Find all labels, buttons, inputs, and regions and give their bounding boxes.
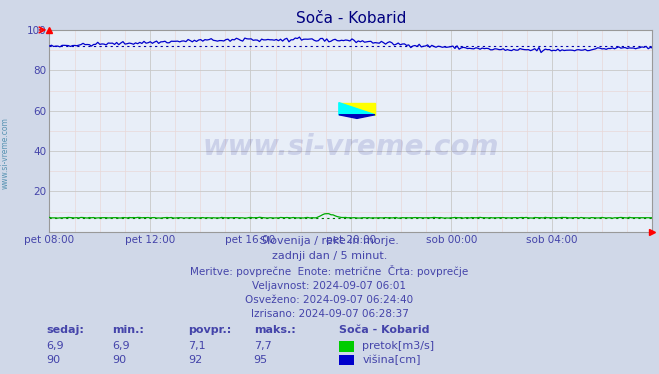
- Text: 90: 90: [112, 355, 126, 365]
- Text: povpr.:: povpr.:: [188, 325, 231, 335]
- Text: www.si-vreme.com: www.si-vreme.com: [1, 117, 10, 189]
- Text: sedaj:: sedaj:: [46, 325, 84, 335]
- Polygon shape: [339, 102, 375, 115]
- Text: Slovenija / reke in morje.: Slovenija / reke in morje.: [260, 236, 399, 246]
- Text: Izrisano: 2024-09-07 06:28:37: Izrisano: 2024-09-07 06:28:37: [250, 309, 409, 319]
- Text: pretok[m3/s]: pretok[m3/s]: [362, 341, 434, 351]
- Text: 7,1: 7,1: [188, 341, 206, 351]
- Text: višina[cm]: višina[cm]: [362, 355, 421, 365]
- Text: Osveženo: 2024-09-07 06:24:40: Osveženo: 2024-09-07 06:24:40: [245, 295, 414, 305]
- Text: Veljavnost: 2024-09-07 06:01: Veljavnost: 2024-09-07 06:01: [252, 281, 407, 291]
- Text: min.:: min.:: [112, 325, 144, 335]
- Text: Soča - Kobarid: Soča - Kobarid: [339, 325, 430, 335]
- Polygon shape: [339, 115, 375, 119]
- Text: www.si-vreme.com: www.si-vreme.com: [203, 133, 499, 161]
- Polygon shape: [339, 102, 375, 115]
- Text: Meritve: povprečne  Enote: metrične  Črta: povprečje: Meritve: povprečne Enote: metrične Črta:…: [190, 265, 469, 277]
- Text: 6,9: 6,9: [46, 341, 64, 351]
- Text: 7,7: 7,7: [254, 341, 272, 351]
- Text: zadnji dan / 5 minut.: zadnji dan / 5 minut.: [272, 251, 387, 261]
- Title: Soča - Kobarid: Soča - Kobarid: [296, 11, 406, 26]
- Text: 95: 95: [254, 355, 268, 365]
- Text: 6,9: 6,9: [112, 341, 130, 351]
- Text: 90: 90: [46, 355, 60, 365]
- Text: 92: 92: [188, 355, 202, 365]
- Text: maks.:: maks.:: [254, 325, 295, 335]
